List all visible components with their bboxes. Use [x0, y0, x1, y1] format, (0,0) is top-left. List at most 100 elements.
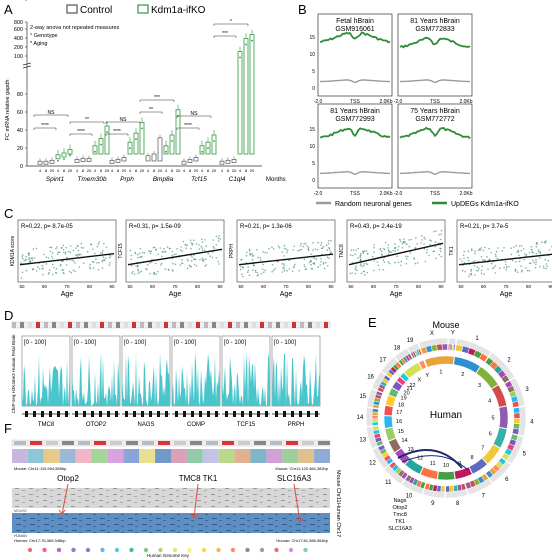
c-point	[404, 242, 406, 244]
a-box-control	[225, 159, 231, 164]
d-track-comp: [0 - 100] COMP	[171, 335, 221, 428]
c-point	[253, 264, 256, 267]
c-point	[191, 242, 194, 245]
c-point	[322, 246, 325, 248]
panel-b-letter: B	[298, 2, 307, 17]
c-point	[528, 270, 531, 272]
d-ideogram-band	[12, 322, 16, 328]
c-point	[416, 243, 418, 245]
c-point	[49, 250, 52, 253]
c-point	[108, 264, 111, 266]
f-key-dot	[158, 547, 163, 553]
e-mouse-chr-band	[372, 425, 380, 431]
c-point	[132, 270, 134, 273]
c-point	[75, 247, 77, 249]
f-label-slc16a3: SLC16A3	[277, 474, 312, 483]
e-gene-label: TK1	[395, 519, 405, 525]
c-point	[51, 252, 54, 254]
a-ytick: 20	[17, 146, 23, 152]
f-synteny-block	[59, 449, 76, 463]
c-point	[351, 272, 353, 274]
d-exon	[225, 411, 228, 417]
c-point	[153, 246, 156, 248]
c-point	[514, 268, 517, 270]
e-mouse-chr-band	[371, 415, 379, 420]
a-box-kdm	[61, 152, 67, 158]
c-point	[108, 256, 111, 259]
c-point	[76, 244, 79, 247]
f-arrow	[193, 483, 199, 519]
e-human-chr-label: 13	[408, 447, 414, 453]
c-point	[161, 251, 163, 253]
c-point	[317, 266, 320, 268]
b-xtick: 2.0Kb	[379, 191, 392, 197]
a-significance: NS	[191, 111, 199, 117]
a-month-tick: 20	[194, 168, 199, 173]
b-xtick: -2.0	[314, 99, 323, 105]
c-point	[547, 259, 549, 262]
c-point	[357, 247, 360, 250]
f-key-dot	[143, 547, 149, 553]
c-point	[95, 258, 97, 261]
c-xtick: 60	[371, 284, 377, 289]
c-point	[172, 262, 174, 265]
e-mouse-chr-band	[449, 485, 455, 493]
e-mouse-chr-label: 1	[475, 336, 479, 342]
c-point	[174, 263, 177, 266]
e-human-chr-label: 14	[401, 438, 407, 444]
b-title: Fetal hBrain	[336, 18, 374, 25]
c-point	[207, 252, 210, 255]
d-range: [0 - 100]	[224, 340, 246, 346]
c-point	[78, 254, 81, 256]
e-human-chr	[385, 394, 397, 407]
a-month-tick: 8	[171, 168, 174, 173]
c-point	[299, 249, 301, 251]
c-point	[480, 269, 483, 272]
c-stat: R=0.22, p= 8.7e-05	[21, 224, 73, 230]
d-ideogram-band	[204, 322, 208, 328]
a-box-control	[80, 158, 86, 162]
e-mouse-chr-label: 8	[456, 501, 460, 507]
c-point	[201, 247, 204, 249]
c-point	[264, 269, 266, 272]
e-mouse-chr-outline	[448, 337, 457, 345]
c-point	[388, 262, 391, 265]
c-point	[101, 267, 104, 269]
c-point	[539, 266, 541, 268]
c-point	[468, 259, 470, 262]
c-point	[469, 273, 471, 276]
c-point	[463, 262, 466, 264]
c-point	[271, 270, 274, 273]
c-point	[60, 247, 63, 249]
c-point	[256, 274, 259, 277]
c-point	[408, 245, 411, 248]
c-point	[320, 241, 323, 244]
c-point	[537, 250, 540, 253]
c-point	[217, 260, 219, 263]
c-point	[306, 245, 309, 247]
e-mouse-label: Mouse	[432, 320, 459, 330]
c-point	[166, 246, 169, 248]
c-point	[28, 254, 30, 256]
a-ytick: 600	[14, 27, 23, 33]
a-month-tick: 8	[189, 168, 192, 173]
c-point	[68, 270, 71, 273]
f-synteny-block	[202, 449, 219, 463]
a-significance: ****	[41, 123, 49, 129]
c-scatter-plot: R=0.22, p= 8.7e-05 KDM1A score 50 60 70 80 90 A…	[10, 219, 117, 298]
d-ideogram-band	[68, 322, 72, 328]
c-point	[69, 245, 72, 247]
a-month-tick: 20	[87, 168, 92, 173]
c-point	[28, 261, 31, 263]
c-point	[248, 250, 251, 252]
panel-a: Control Kdm1a-ifKO 2-way anova not repea…	[5, 0, 286, 183]
c-point	[310, 267, 313, 270]
c-point	[470, 268, 472, 271]
c-point	[137, 253, 139, 256]
c-point	[281, 251, 284, 253]
c-point	[133, 273, 136, 276]
e-human-chr	[403, 362, 423, 379]
d-exon	[133, 411, 136, 417]
